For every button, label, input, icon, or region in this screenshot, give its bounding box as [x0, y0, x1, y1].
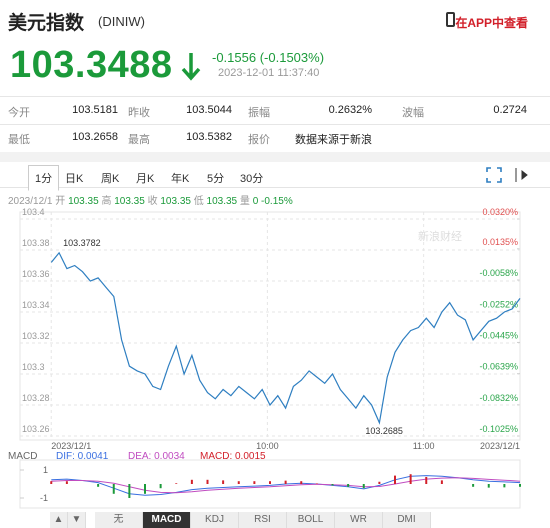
y2-tick-label: 0.0135% [482, 237, 518, 247]
indicator-tab[interactable]: WR [335, 512, 383, 528]
separator [0, 124, 550, 125]
stat-label: 报价 [248, 134, 270, 146]
x-tick-label: 11:00 [413, 441, 435, 451]
stat-value: 103.5382 [186, 131, 232, 143]
tab[interactable]: 年K [171, 173, 190, 185]
stat-value: 0.2724 [493, 104, 527, 116]
indicator-tab[interactable]: MACD [143, 512, 191, 528]
indicator-tab[interactable]: KDJ [191, 512, 239, 528]
stat-value: 103.5181 [72, 104, 118, 116]
info-label: 开 [55, 196, 66, 207]
indicator-tab[interactable]: DMI [383, 512, 431, 528]
nav-down[interactable]: ▼ [68, 512, 86, 528]
indicator-tab[interactable]: 无 [95, 512, 143, 528]
stat-label: 最高 [128, 134, 150, 146]
change: -0.1556 (-0.1503%) [212, 50, 324, 65]
info-value: 103.35 [68, 196, 99, 207]
extreme-label: 103.3782 [63, 238, 101, 248]
change-value: -0.1556 [212, 50, 257, 65]
y-tick-label: 103.36 [22, 269, 50, 279]
y-tick-label: 103.34 [22, 300, 50, 310]
y2-tick-label: -0.0639% [479, 362, 518, 372]
phone-icon [446, 12, 455, 27]
info-value: 103.35 [114, 196, 145, 207]
indicator-tab[interactable]: RSI [239, 512, 287, 528]
stat-label: 最低 [8, 134, 30, 146]
y-tick-label: 103.4 [22, 207, 45, 217]
y2-tick-label: 0.0320% [482, 207, 518, 217]
app-link[interactable]: 在APP中查看 [455, 16, 528, 30]
legend-entry: DIF: 0.0041 [56, 451, 109, 462]
separator [0, 96, 550, 97]
tab[interactable]: 周K [101, 173, 120, 185]
change-pct: (-0.1503%) [259, 50, 325, 65]
stat-label: 今开 [8, 107, 30, 119]
y-tick-label: 103.3 [22, 362, 45, 372]
down-arrow [181, 53, 201, 81]
legend-entry: DEA: 0.0034 [128, 451, 185, 462]
x-tick-label: 10:00 [256, 441, 279, 451]
info-label: 高 [101, 196, 112, 207]
stat-value: 0.2632% [328, 104, 372, 116]
extreme-label: 103.2685 [365, 426, 403, 436]
code: (DINIW) [98, 14, 145, 29]
info-change: -0.15% [261, 196, 293, 207]
info-line: 2023/12/1 开 103.35 高 103.35 收 103.35 低 1… [8, 192, 293, 207]
stat-label: 振幅 [248, 107, 270, 119]
info-value: 0 [252, 196, 259, 207]
price-line [50, 251, 521, 425]
y-tick-label: 103.28 [22, 393, 50, 403]
y-tick-label: 103.38 [22, 238, 50, 248]
y-tick-label: 103.26 [22, 424, 50, 434]
y2-tick-label: -0.0832% [479, 393, 518, 403]
stat-label: 波幅 [402, 107, 424, 119]
info-date: 2023/12/1 [8, 196, 53, 207]
tool-icons[interactable] [486, 167, 536, 183]
y-tick-label: 103.32 [22, 331, 50, 341]
y2-tick-label: -0.1025% [479, 424, 518, 434]
stat-value: 103.5044 [186, 104, 232, 116]
info-label: 量 [239, 196, 250, 207]
tab-bar [0, 162, 550, 188]
y-tick-label: 1 [43, 465, 48, 475]
watermark: 新浪财经 [418, 229, 462, 243]
info-value: 103.35 [160, 196, 191, 207]
y-tick-label: -1 [40, 493, 48, 503]
time: 2023-12-01 11:37:40 [218, 67, 320, 79]
y2-tick-label: -0.0445% [479, 330, 518, 340]
tab[interactable]: 月K [136, 173, 155, 185]
band [0, 152, 550, 162]
tab[interactable]: 日K [65, 173, 84, 185]
tab[interactable]: 30分 [240, 173, 264, 185]
info-label: 收 [147, 196, 158, 207]
chart: 新浪财经103.4103.38103.36103.34103.32103.310… [8, 207, 521, 509]
info-value: 103.35 [206, 196, 238, 207]
price: 103.3488 [10, 44, 173, 86]
y2-tick-label: -0.0252% [479, 299, 518, 309]
macd-line [51, 477, 521, 494]
legend-entry: MACD: 0.0015 [200, 451, 266, 462]
macd-label: MACD [8, 451, 37, 462]
x-tick-label: 2023/12/1 [480, 441, 520, 451]
stat-value: 103.2658 [72, 131, 118, 143]
tab[interactable]: 1分 [28, 165, 60, 191]
x-tick-label: 2023/12/1 [51, 441, 91, 451]
stat-label: 昨收 [128, 107, 150, 119]
indicator-tab[interactable]: BOLL [287, 512, 335, 528]
info-label: 低 [193, 196, 204, 207]
title: 美元指数 [8, 13, 85, 34]
y2-tick-label: -0.0058% [479, 268, 518, 278]
nav-up[interactable]: ▲ [50, 512, 68, 528]
tab[interactable]: 5分 [207, 173, 225, 185]
stat-value: 数据来源于新浪 [295, 134, 372, 146]
